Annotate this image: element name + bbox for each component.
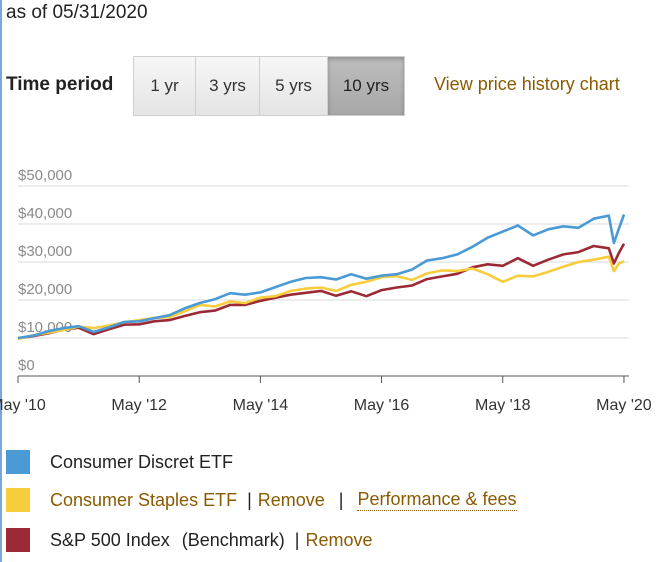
remove-sp500-link[interactable]: Remove — [305, 529, 373, 550]
x-tick-label: May '12 — [111, 397, 167, 414]
series-line-0 — [17, 214, 626, 340]
x-tick-label: May '20 — [596, 397, 652, 414]
tab-1-yr[interactable]: 1 yr — [134, 57, 196, 115]
remove-staples-link[interactable]: Remove — [257, 489, 325, 510]
tab-10-yrs[interactable]: 10 yrs — [328, 57, 404, 115]
tab-5-yrs[interactable]: 5 yrs — [260, 57, 328, 115]
x-tick-label: May '14 — [233, 397, 289, 414]
y-tick-label: $50,000 — [18, 167, 72, 184]
legend-swatch-discret — [6, 450, 30, 474]
x-tick-label: May '18 — [475, 397, 531, 414]
view-price-history-link[interactable]: View price history chart — [434, 74, 620, 94]
legend-row-discret: Consumer Discret ETF — [6, 449, 233, 475]
grid-layer — [18, 185, 629, 377]
legend-name-staples[interactable]: Consumer Staples ETF — [50, 489, 238, 510]
legend-separator: | — [294, 529, 300, 550]
x-tick-label: May '16 — [354, 397, 410, 414]
series-line-2 — [17, 243, 626, 340]
legend-separator: | — [338, 489, 344, 510]
as-of-date: as of 05/31/2020 — [6, 2, 148, 23]
legend-name-sp500: S&P 500 Index — [50, 529, 170, 550]
performance-fees-link[interactable]: Performance & fees — [357, 489, 517, 511]
tab-3-yrs[interactable]: 3 yrs — [196, 57, 260, 115]
y-tick-label: $20,000 — [18, 281, 72, 298]
legend-separator: | — [247, 489, 252, 510]
x-tick-labels: May '10 May '12 May '14 May '16 May '18 May '… — [0, 397, 652, 414]
series-layer — [17, 214, 626, 341]
legend-swatch-sp500 — [6, 528, 30, 552]
legend-row-staples: Consumer Staples ETF | Remove | Performa… — [6, 487, 517, 513]
time-period-tabs: 1 yr 3 yrs 5 yrs 10 yrs — [133, 56, 405, 116]
y-tick-label: $30,000 — [18, 243, 72, 260]
y-tick-label: $0 — [18, 357, 35, 374]
time-period-label: Time period — [6, 74, 114, 95]
x-axis — [17, 375, 629, 383]
legend-swatch-staples — [6, 488, 30, 512]
x-tick-label: May '10 — [0, 397, 46, 414]
y-tick-labels: $0$10,000$20,000$30,000$40,000$50,000 — [18, 167, 72, 374]
left-rule — [0, 0, 2, 562]
benchmark-label: (Benchmark) — [181, 529, 285, 550]
legend-row-sp500: S&P 500 Index (Benchmark) | Remove — [6, 527, 373, 553]
legend-name-discret: Consumer Discret ETF — [50, 451, 234, 472]
performance-chart: $0$10,000$20,000$30,000$40,000$50,000 Ma… — [0, 167, 652, 414]
y-tick-label: $40,000 — [18, 205, 72, 222]
